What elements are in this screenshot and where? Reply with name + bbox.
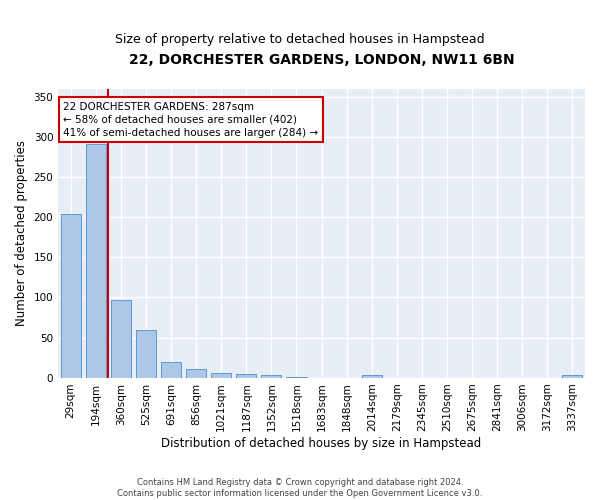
Title: 22, DORCHESTER GARDENS, LONDON, NW11 6BN: 22, DORCHESTER GARDENS, LONDON, NW11 6BN xyxy=(129,52,514,66)
Text: Contains HM Land Registry data © Crown copyright and database right 2024.
Contai: Contains HM Land Registry data © Crown c… xyxy=(118,478,482,498)
Bar xyxy=(161,362,181,378)
Text: Size of property relative to detached houses in Hampstead: Size of property relative to detached ho… xyxy=(115,32,485,46)
Bar xyxy=(286,377,307,378)
Bar xyxy=(61,214,81,378)
Bar xyxy=(236,374,256,378)
Bar xyxy=(86,144,106,378)
Bar xyxy=(562,376,583,378)
X-axis label: Distribution of detached houses by size in Hampstead: Distribution of detached houses by size … xyxy=(161,437,482,450)
Bar xyxy=(211,373,231,378)
Bar xyxy=(111,300,131,378)
Bar xyxy=(186,369,206,378)
Bar xyxy=(362,376,382,378)
Y-axis label: Number of detached properties: Number of detached properties xyxy=(15,140,28,326)
Bar xyxy=(136,330,156,378)
Bar xyxy=(262,374,281,378)
Text: 22 DORCHESTER GARDENS: 287sqm
← 58% of detached houses are smaller (402)
41% of : 22 DORCHESTER GARDENS: 287sqm ← 58% of d… xyxy=(64,102,319,138)
